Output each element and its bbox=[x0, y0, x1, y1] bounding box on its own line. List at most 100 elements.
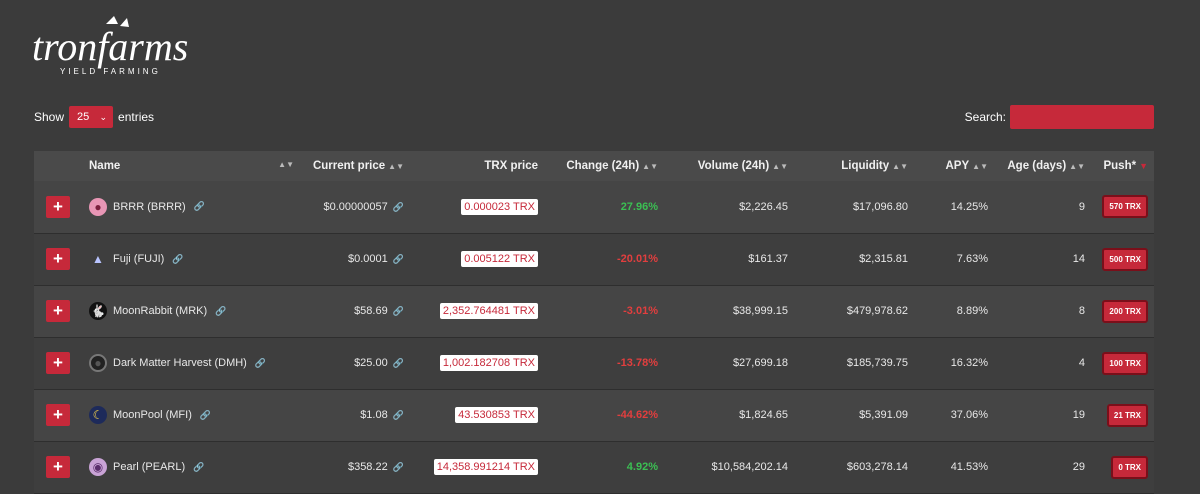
expand-row-button[interactable]: + bbox=[46, 352, 70, 374]
tronfarms-logo[interactable]: tronfarms YIELD FARMING bbox=[30, 14, 220, 78]
link-icon[interactable]: 🔗 bbox=[392, 254, 404, 264]
change-cell: -20.01% bbox=[617, 253, 658, 265]
expand-column-header bbox=[34, 151, 83, 181]
change-cell: 4.92% bbox=[626, 461, 658, 473]
name-cell: ◉ Pearl (PEARL) 🔗 bbox=[83, 441, 300, 493]
expand-row-button[interactable]: + bbox=[46, 300, 70, 322]
link-icon[interactable]: 🔗 bbox=[199, 409, 212, 420]
liquidity-cell: $5,391.09 bbox=[859, 409, 908, 421]
apy-cell: 16.32% bbox=[950, 357, 988, 369]
push-column-header[interactable]: Push* ▼ bbox=[1091, 151, 1154, 181]
apy-column-header[interactable]: APY ▲▼ bbox=[914, 151, 994, 181]
trx-price-value: 14,358.991214 TRX bbox=[433, 459, 538, 475]
current-price-cell: $0.00000057 🔗 bbox=[300, 181, 410, 233]
entries-select[interactable]: 25 ⌄ bbox=[69, 106, 114, 128]
link-icon[interactable]: 🔗 bbox=[172, 253, 184, 264]
apy-cell: 14.25% bbox=[950, 200, 988, 213]
link-icon[interactable]: 🔗 bbox=[193, 461, 205, 472]
trx-price-value: 2,352.764481 TRX bbox=[439, 303, 538, 319]
link-icon[interactable]: 🔗 bbox=[392, 358, 404, 368]
push-button[interactable]: 21 TRX bbox=[1106, 403, 1148, 427]
push-cell: 0 TRX bbox=[1091, 441, 1154, 493]
age-cell: 29 bbox=[1072, 461, 1085, 473]
link-icon[interactable]: 🔗 bbox=[392, 410, 404, 420]
name-cell: ☾ MoonPool (MFI) 🔗 bbox=[83, 389, 300, 441]
liquidity-cell: $185,739.75 bbox=[846, 357, 908, 369]
token-name: Pearl (PEARL) bbox=[113, 461, 186, 473]
expand-cell: + bbox=[34, 337, 83, 389]
current-price-cell: $25.00 🔗 bbox=[300, 337, 410, 389]
chevron-down-icon: ⌄ bbox=[99, 111, 108, 122]
trx-price-value: 0.005122 TRX bbox=[461, 251, 538, 267]
push-cell: 200 TRX bbox=[1091, 285, 1154, 337]
link-icon[interactable]: 🔗 bbox=[392, 462, 404, 472]
expand-row-button[interactable]: + bbox=[46, 248, 70, 270]
age-column-header[interactable]: Age (days) ▲▼ bbox=[994, 151, 1091, 181]
table-controls: Show 25 ⌄ entries Search: bbox=[34, 105, 1154, 129]
link-icon[interactable]: 🔗 bbox=[392, 306, 404, 316]
push-button[interactable]: 0 TRX bbox=[1111, 455, 1148, 479]
table-row: + 🐇 MoonRabbit (MRK) 🔗 $58.69 🔗 2,352.76… bbox=[34, 285, 1154, 337]
push-cell: 100 TRX bbox=[1091, 337, 1154, 389]
entries-label: entries bbox=[118, 110, 155, 124]
volume-column-header[interactable]: Volume (24h) ▲▼ bbox=[664, 151, 794, 181]
current-price-cell: $1.08 🔗 bbox=[300, 389, 410, 441]
moon-icon: ☾ bbox=[89, 406, 107, 424]
apy-cell: 8.89% bbox=[956, 305, 988, 317]
push-button[interactable]: 570 TRX bbox=[1102, 195, 1148, 219]
link-icon[interactable]: 🔗 bbox=[193, 201, 205, 212]
trx-price-cell: 0.000023 TRX bbox=[410, 181, 544, 233]
sort-icon: ▲▼ bbox=[972, 162, 988, 171]
push-button[interactable]: 500 TRX bbox=[1102, 247, 1148, 271]
expand-cell: + bbox=[34, 441, 83, 493]
volume-cell: $161.37 bbox=[748, 253, 788, 265]
farms-table-body: + ● BRRR (BRRR) 🔗 $0.00000057 🔗 0.000023… bbox=[34, 181, 1154, 493]
sort-icon: ▲▼ bbox=[388, 162, 404, 171]
apy-header-label: APY bbox=[945, 160, 970, 172]
push-button[interactable]: 100 TRX bbox=[1102, 351, 1148, 375]
expand-row-button[interactable]: + bbox=[46, 404, 70, 426]
change-cell: -13.78% bbox=[617, 357, 658, 369]
search-label: Search: bbox=[964, 110, 1006, 124]
name-cell: ● BRRR (BRRR) 🔗 bbox=[83, 181, 300, 233]
name-cell: 🐇 MoonRabbit (MRK) 🔗 bbox=[83, 285, 300, 337]
current-price-column-header[interactable]: Current price ▲▼ bbox=[300, 151, 410, 181]
age-cell: 9 bbox=[1078, 200, 1085, 213]
sort-icon: ▲▼ bbox=[892, 162, 908, 171]
change-column-header[interactable]: Change (24h) ▲▼ bbox=[544, 151, 664, 181]
token-name: BRRR (BRRR) bbox=[113, 200, 186, 213]
sort-icon: ▲▼ bbox=[278, 160, 294, 169]
expand-cell: + bbox=[34, 285, 83, 337]
expand-row-button[interactable]: + bbox=[46, 195, 70, 218]
sort-icon: ▲▼ bbox=[772, 162, 788, 171]
token-name: Fuji (FUJI) bbox=[113, 253, 165, 265]
table-row: + ◉ Pearl (PEARL) 🔗 $358.22 🔗 14,358.991… bbox=[34, 441, 1154, 493]
link-icon[interactable]: 🔗 bbox=[215, 305, 227, 316]
name-column-header[interactable]: Name ▲▼ bbox=[83, 151, 300, 181]
current-price-cell: $58.69 🔗 bbox=[300, 285, 410, 337]
age-cell: 4 bbox=[1078, 357, 1085, 369]
liquidity-column-header[interactable]: Liquidity ▲▼ bbox=[794, 151, 914, 181]
search-control: Search: bbox=[965, 105, 1154, 129]
token-name: MoonRabbit (MRK) bbox=[113, 305, 208, 317]
current-price-value: $58.69 bbox=[354, 305, 388, 317]
trx-price-value: 1,002.182708 TRX bbox=[439, 355, 538, 371]
volume-cell: $10,584,202.14 bbox=[711, 461, 788, 473]
age-cell: 8 bbox=[1078, 305, 1085, 317]
change-cell: -3.01% bbox=[623, 305, 658, 317]
name-cell: ● Dark Matter Harvest (DMH) 🔗 bbox=[83, 337, 300, 389]
trx-price-cell: 1,002.182708 TRX bbox=[410, 337, 544, 389]
link-icon[interactable]: 🔗 bbox=[254, 357, 267, 368]
name-cell: ▲ Fuji (FUJI) 🔗 bbox=[83, 233, 300, 285]
apy-cell: 37.06% bbox=[950, 409, 988, 421]
push-button[interactable]: 200 TRX bbox=[1102, 299, 1148, 323]
search-input[interactable] bbox=[1010, 105, 1154, 129]
expand-row-button[interactable]: + bbox=[46, 456, 70, 478]
logo-tagline: YIELD FARMING bbox=[60, 67, 161, 76]
liquidity-cell: $2,315.81 bbox=[859, 253, 908, 265]
liquidity-header-label: Liquidity bbox=[841, 160, 890, 172]
current-price-cell: $0.0001 🔗 bbox=[300, 233, 410, 285]
link-icon[interactable]: 🔗 bbox=[392, 201, 404, 212]
entries-length-control: Show 25 ⌄ entries bbox=[34, 105, 154, 129]
age-cell: 19 bbox=[1072, 409, 1085, 421]
